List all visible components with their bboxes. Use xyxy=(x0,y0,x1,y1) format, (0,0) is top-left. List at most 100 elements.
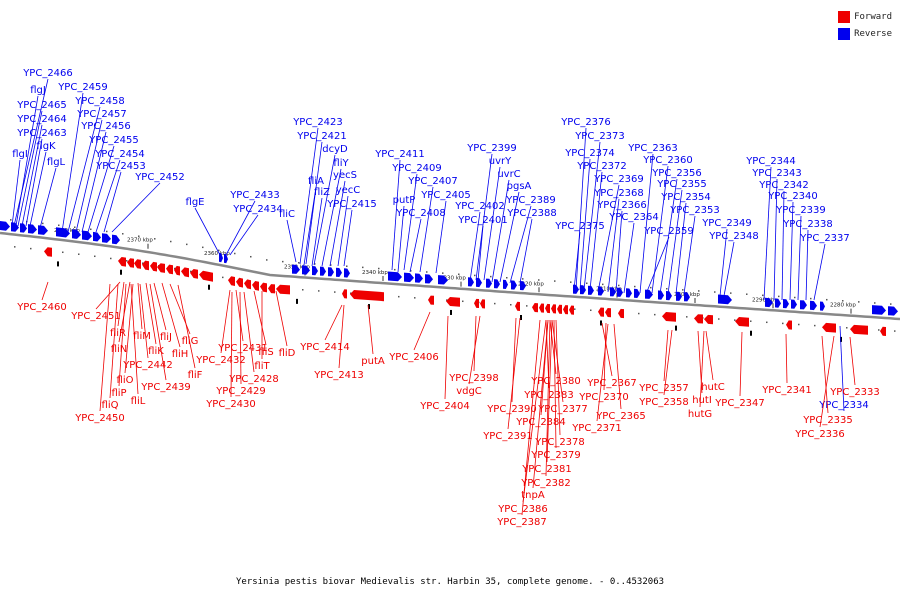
forward-gene-22 xyxy=(446,297,460,307)
forward-leader-28 xyxy=(413,311,431,351)
reverse-gene-20 xyxy=(388,271,402,282)
scale-tick xyxy=(734,319,736,321)
scale-tick xyxy=(654,313,656,316)
legend-forward-label: Forward xyxy=(854,11,892,22)
reverse-gene-label-66: YPC_2338 xyxy=(782,219,833,230)
forward-gene-2 xyxy=(127,258,134,268)
forward-gene-label-32: YPC_2390 xyxy=(486,404,537,415)
scale-tick xyxy=(126,260,128,262)
reverse-gene-label-23: fliY xyxy=(333,158,349,169)
scale-tick xyxy=(250,255,252,258)
reverse-leader-54 xyxy=(659,178,678,295)
scale-tick xyxy=(110,257,112,260)
forward-gene-label-51: hutC xyxy=(701,382,725,393)
forward-gene-34 xyxy=(605,308,611,318)
forward-gene-25 xyxy=(515,301,520,311)
scale-tick xyxy=(202,246,204,249)
scale-tick xyxy=(302,289,304,291)
reverse-gene-label-20: YPC_2423 xyxy=(292,117,343,128)
reverse-gene-label-29: YPC_2411 xyxy=(374,149,425,160)
reverse-leader-4 xyxy=(25,138,43,227)
forward-leader-43 xyxy=(522,319,547,503)
scale-tick xyxy=(874,302,876,304)
reverse-gene-label-10: flgK xyxy=(36,141,56,152)
reverse-leader-57 xyxy=(683,215,696,295)
forward-gene-4 xyxy=(142,260,149,271)
scale-tick xyxy=(590,309,592,312)
reverse-gene-17 xyxy=(328,267,334,277)
scale-label: 2280 kbp xyxy=(830,303,856,309)
forward-gene-18 xyxy=(276,284,290,295)
forward-gene-label-13: fliF xyxy=(188,370,203,381)
forward-gene-1 xyxy=(118,257,126,267)
reverse-gene-label-26: fliZ xyxy=(314,187,330,198)
scale-tick xyxy=(858,301,860,303)
forward-leader-29 xyxy=(473,315,477,372)
position-marker xyxy=(520,315,522,320)
forward-gene-label-8: fliG xyxy=(182,336,199,347)
scale-label: 2320 kbp xyxy=(518,281,544,287)
forward-gene-label-53: hutG xyxy=(688,409,712,420)
reverse-gene-1 xyxy=(11,222,19,232)
forward-gene-13 xyxy=(236,277,243,288)
scale-tick xyxy=(334,291,336,293)
reverse-leader-46 xyxy=(589,171,603,291)
forward-leader-45 xyxy=(601,322,613,377)
forward-gene-label-34: YPC_2380 xyxy=(530,376,581,387)
forward-gene-label-33: YPC_2391 xyxy=(482,431,533,442)
reverse-leader-41 xyxy=(509,205,532,284)
position-marker xyxy=(57,261,59,267)
forward-gene-label-14: fliQ xyxy=(102,400,119,411)
reverse-leader-31 xyxy=(397,205,405,273)
scale-tick xyxy=(634,285,636,288)
reverse-gene-label-59: YPC_2349 xyxy=(701,218,752,229)
forward-gene-label-42: tnpA xyxy=(521,490,545,501)
reverse-gene-53 xyxy=(872,305,886,315)
scale-tick xyxy=(90,228,92,231)
forward-leader-50 xyxy=(663,329,673,396)
reverse-gene-14 xyxy=(302,265,310,275)
reverse-gene-26 xyxy=(476,277,482,288)
reverse-gene-label-63: YPC_2342 xyxy=(758,180,809,191)
reverse-leader-45 xyxy=(579,158,591,291)
reverse-gene-label-9: YPC_2456 xyxy=(80,121,131,132)
reverse-gene-label-11: YPC_2455 xyxy=(88,135,139,146)
scale-tick xyxy=(378,267,380,270)
reverse-gene-9 xyxy=(102,233,111,243)
forward-leader-4 xyxy=(137,282,143,330)
reverse-leader-39 xyxy=(491,179,510,283)
reverse-gene-label-37: YPC_2402 xyxy=(454,201,505,212)
forward-leader-23 xyxy=(239,291,242,385)
scale-tick xyxy=(234,252,236,255)
reverse-gene-label-48: YPC_2369 xyxy=(593,174,644,185)
scale-tick xyxy=(698,290,700,292)
scale-label: 2360 kbp xyxy=(204,251,230,257)
reverse-gene-13 xyxy=(292,264,300,274)
forward-gene-label-3: fliN xyxy=(111,344,128,355)
reverse-gene-label-55: YPC_2355 xyxy=(656,179,707,190)
reverse-gene-3 xyxy=(28,224,37,234)
reverse-gene-label-61: YPC_2344 xyxy=(745,156,796,167)
reverse-gene-24 xyxy=(438,275,448,285)
reverse-leader-37 xyxy=(469,211,481,282)
reverse-gene-23 xyxy=(425,274,433,284)
reverse-gene-label-12: YPC_2454 xyxy=(94,149,145,160)
reverse-gene-label-27: yecC xyxy=(336,185,361,196)
reverse-gene-28 xyxy=(494,279,500,289)
reverse-gene-label-67: YPC_2337 xyxy=(799,233,850,244)
reverse-gene-label-28: YPC_2415 xyxy=(326,199,377,210)
forward-swatch xyxy=(838,10,851,23)
forward-leader-58 xyxy=(819,335,835,428)
reverse-gene-7 xyxy=(82,230,92,241)
scale-tick xyxy=(442,272,444,274)
reverse-gene-label-50: YPC_2366 xyxy=(596,200,647,211)
reverse-gene-label-42: YPC_2388 xyxy=(506,208,557,219)
reverse-gene-label-56: YPC_2354 xyxy=(660,192,711,203)
forward-gene-32 xyxy=(569,305,574,315)
scale-tick xyxy=(510,303,512,306)
forward-gene-label-19: fliS xyxy=(258,347,273,358)
forward-gene-label-58: YPC_2336 xyxy=(794,429,845,440)
reverse-leader-27 xyxy=(337,195,349,267)
forward-gene-16 xyxy=(260,282,267,293)
reverse-gene-10 xyxy=(112,234,120,245)
